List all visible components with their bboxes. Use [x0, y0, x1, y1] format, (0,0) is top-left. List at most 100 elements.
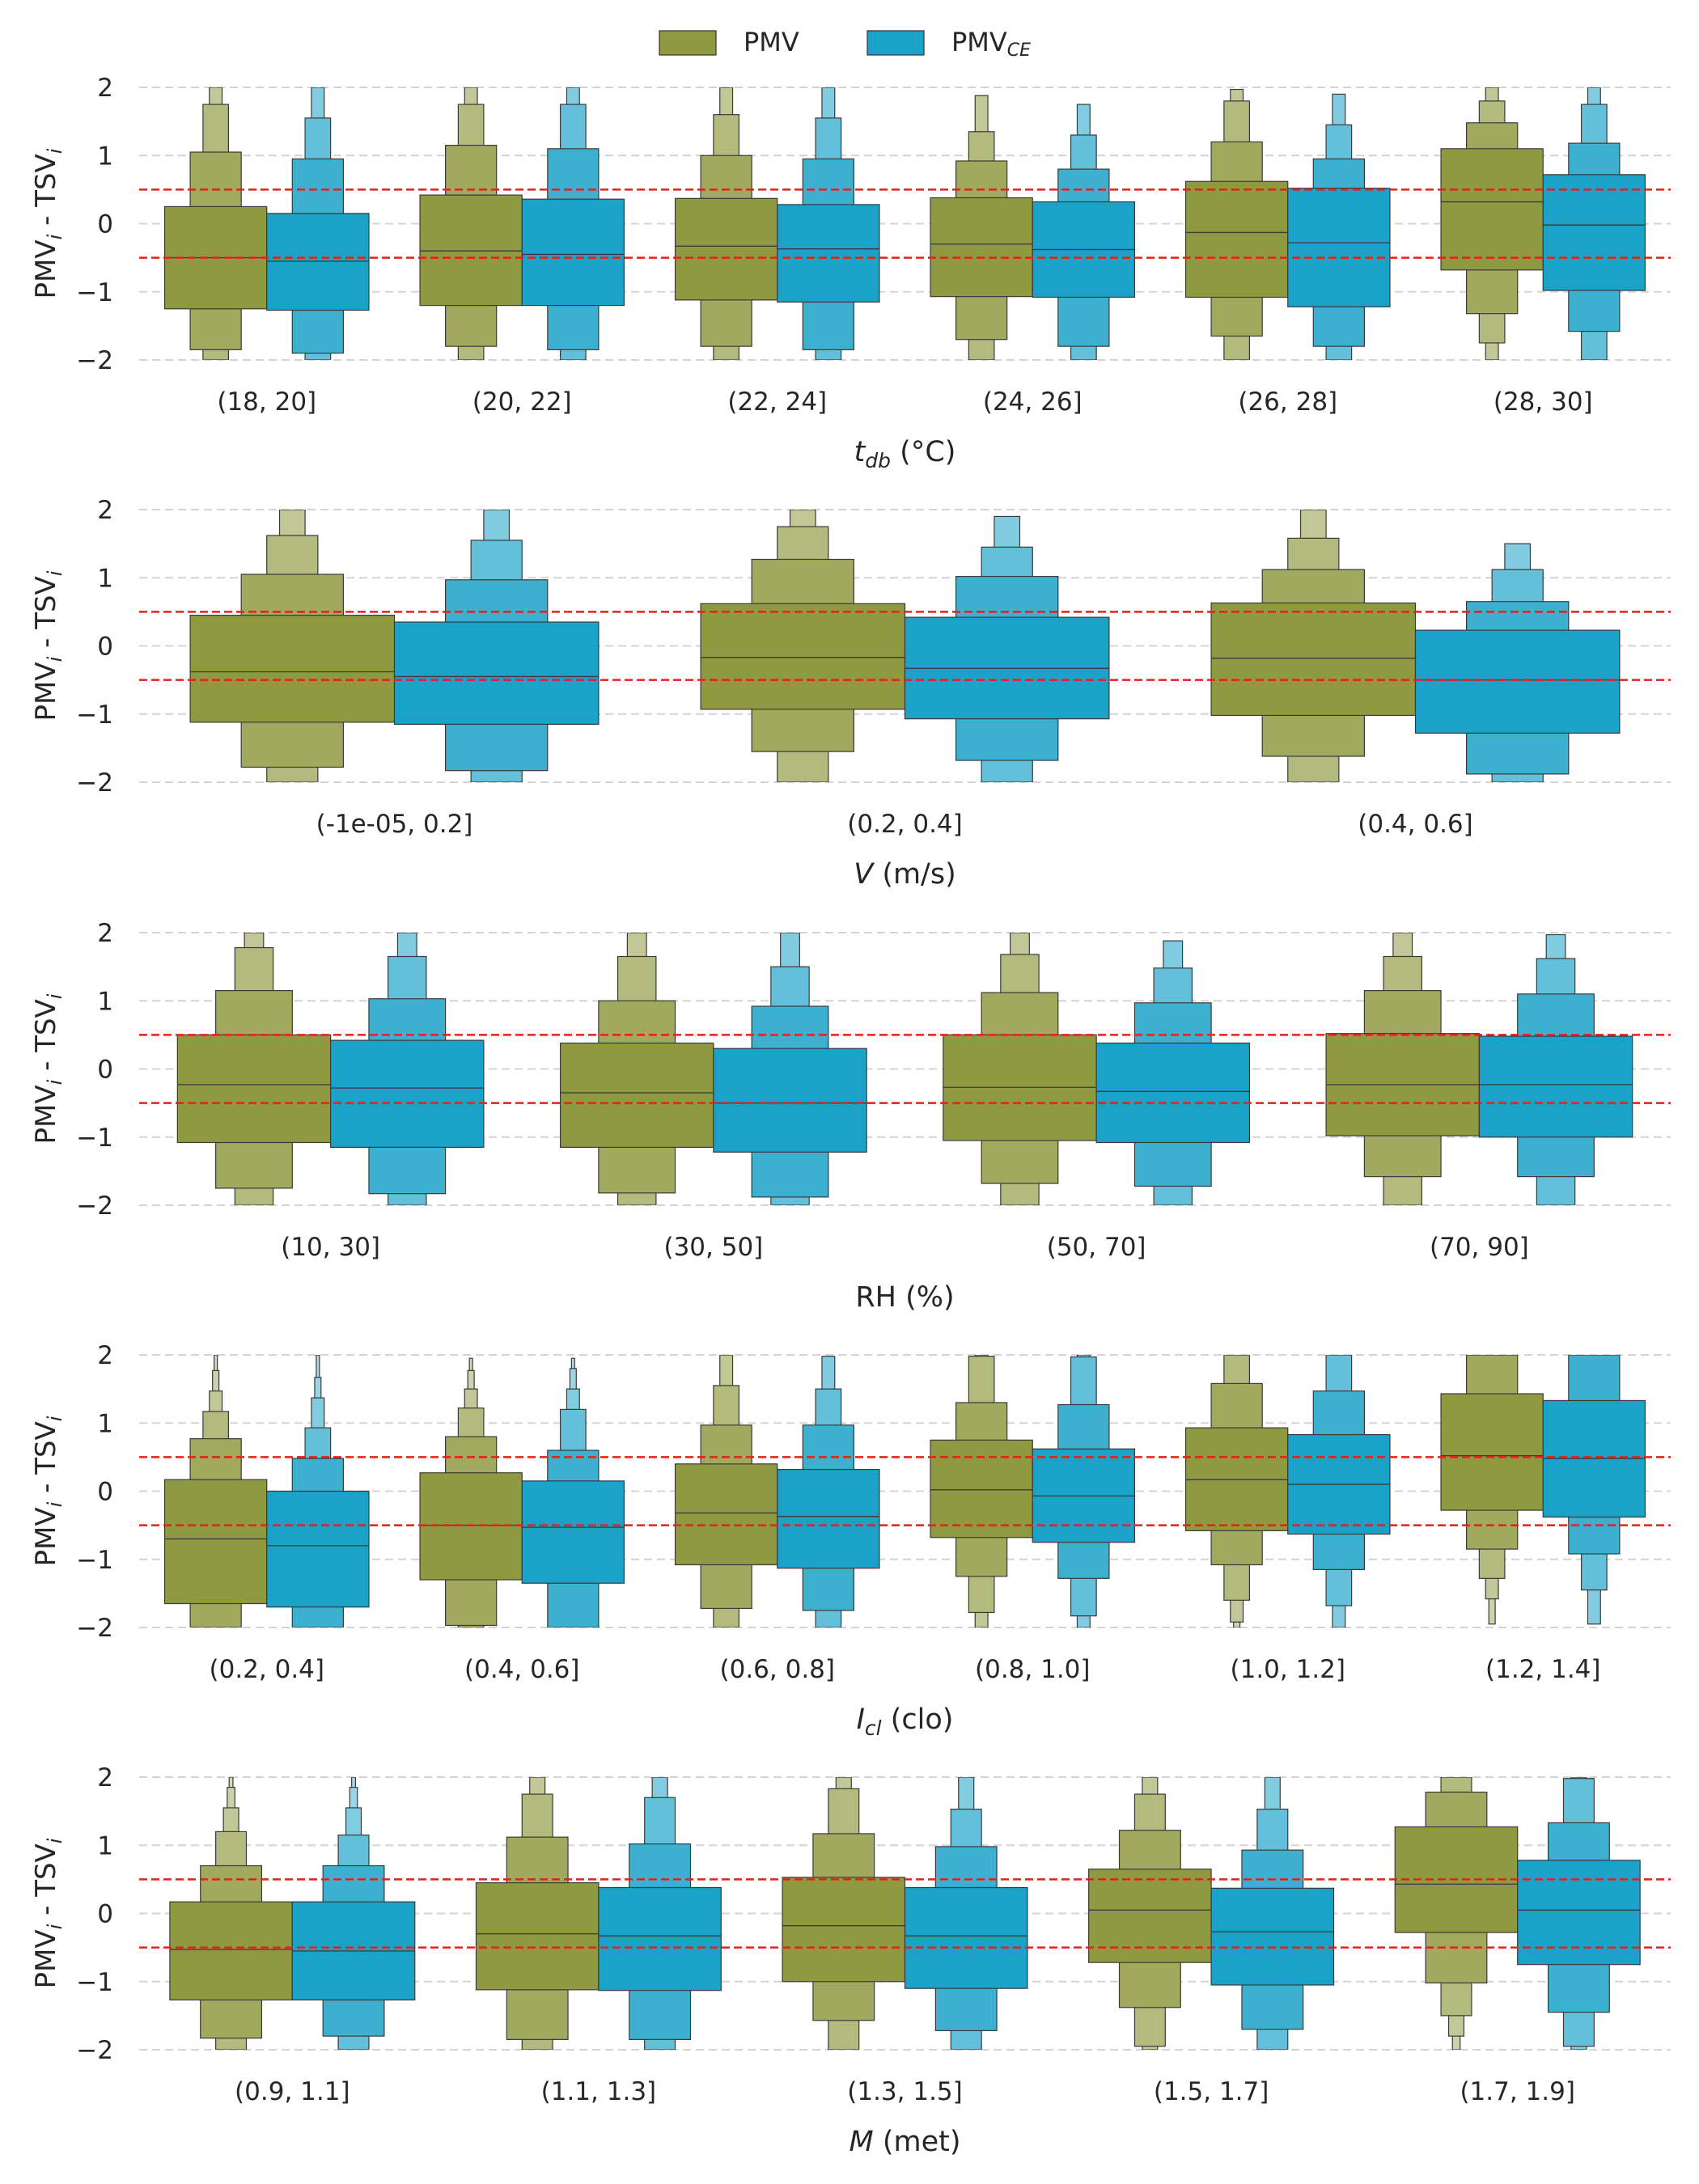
box-level-1 [674, 197, 778, 301]
box-pmv-1 [163, 1355, 268, 1627]
box-pmvce-3 [1414, 543, 1621, 782]
x-tick-labels: (-1e-05, 0.2] (0.2, 0.4] (0.4, 0.6] [316, 810, 1473, 839]
box-level-1 [330, 1039, 485, 1148]
y-tick-label: 0 [97, 1900, 113, 1929]
y-tick-label: 2 [97, 1763, 113, 1792]
box-pmvce-3 [904, 1777, 1028, 2050]
y-tick-label: 0 [97, 210, 113, 239]
y-tick-label: −1 [76, 278, 113, 307]
boxen-plots [163, 1355, 1646, 1627]
y-tick-label: −2 [76, 346, 113, 375]
x-tick-label: (1.7, 1.9] [1460, 2077, 1575, 2106]
y-tick-label: 1 [97, 987, 113, 1016]
y-tick-label: 1 [97, 1831, 113, 1860]
legend: PMV PMVCE [659, 27, 1031, 61]
box-pmvce-1 [393, 510, 600, 782]
box-pmv-5 [1394, 1777, 1519, 2050]
x-axis-label: tdb (°C) [854, 436, 956, 472]
box-level-1 [930, 1439, 1033, 1539]
x-tick-label: (10, 30] [281, 1233, 380, 1262]
boxen-plots [169, 1777, 1641, 2050]
box-pmvce-5 [1287, 1355, 1391, 1627]
box-level-1 [163, 1479, 268, 1605]
box-level-1 [419, 194, 523, 307]
boxen-plots [189, 510, 1621, 782]
box-level-1 [521, 198, 625, 307]
y-tick-labels: 2 1 0 −1 −2 [76, 1341, 113, 1643]
box-level-1 [700, 603, 906, 710]
legend-swatch-1 [866, 30, 925, 56]
box-pmv-1 [176, 933, 332, 1205]
x-tick-label: (0.4, 0.6] [1358, 810, 1473, 839]
x-axis-label: Icl (clo) [857, 1704, 954, 1740]
box-level-1 [559, 1042, 714, 1148]
y-axis-label: PMVi - TSVi [30, 1838, 66, 1988]
box-pmv-3 [674, 1355, 778, 1627]
y-tick-labels: 2 1 0 −1 −2 [76, 496, 113, 798]
box-level-1 [393, 621, 600, 725]
box-level-1 [777, 1468, 880, 1569]
box-pmv-1 [163, 87, 268, 360]
box-pmvce-6 [1542, 1355, 1646, 1625]
x-tick-label: (24, 26] [983, 387, 1083, 417]
box-level-1 [1287, 188, 1391, 307]
comfort-lines [139, 188, 1671, 259]
box-level-1 [674, 1463, 778, 1566]
box-level-1 [777, 204, 880, 303]
y-tick-label: 2 [97, 1341, 113, 1370]
x-tick-label: (1.0, 1.2] [1231, 1655, 1346, 1684]
y-axis-label: PMVi - TSVi [30, 993, 66, 1144]
x-tick-label: (0.4, 0.6] [464, 1655, 580, 1684]
x-tick-label: (26, 28] [1238, 387, 1337, 417]
y-axis-label: PMVi - TSVi [30, 1416, 66, 1566]
y-tick-label: 1 [97, 142, 113, 171]
y-tick-label: −1 [76, 1546, 113, 1575]
y-tick-label: 2 [97, 496, 113, 525]
legend-swatch-0 [659, 30, 717, 56]
y-tick-label: 0 [97, 1056, 113, 1085]
boxen-plots [163, 87, 1646, 360]
box-pmv-1 [169, 1777, 293, 2050]
comfort-lines [139, 1034, 1671, 1104]
y-tick-label: −1 [76, 700, 113, 730]
comfort-lines [139, 611, 1671, 681]
y-axis-label: PMVi - TSVi [30, 148, 66, 298]
box-level-1 [189, 614, 396, 723]
x-tick-label: (0.8, 1.0] [975, 1655, 1091, 1684]
box-level-1 [1440, 148, 1544, 271]
y-tick-label: −1 [76, 1124, 113, 1153]
box-pmv-2 [559, 933, 714, 1205]
y-tick-label: 2 [97, 919, 113, 948]
box-level-1 [598, 1886, 722, 1991]
box-pmvce-1 [266, 87, 370, 360]
box-pmv-3 [674, 87, 778, 360]
x-tick-label: (-1e-05, 0.2] [316, 810, 473, 839]
box-level-1 [1414, 629, 1621, 734]
box-level-1 [904, 1886, 1028, 1989]
grid-lines [139, 1354, 1671, 1628]
legend-label-1: PMVCE [951, 27, 1031, 61]
box-pmv-6 [1440, 1355, 1544, 1625]
y-tick-label: 1 [97, 564, 113, 593]
box-pmv-2 [419, 1357, 523, 1627]
box-pmv-6 [1440, 87, 1544, 360]
box-level-1 [266, 1490, 370, 1608]
box-pmvce-1 [291, 1777, 416, 2050]
box-pmv-4 [930, 1355, 1033, 1627]
box-level-1 [713, 1048, 867, 1153]
y-tick-labels: 2 1 0 −1 −2 [76, 74, 113, 375]
x-tick-label: (70, 90] [1430, 1233, 1529, 1262]
box-level-1 [1088, 1869, 1212, 1963]
box-level-1 [1095, 1042, 1251, 1144]
box-level-1 [1184, 180, 1289, 298]
boxen-plots [176, 933, 1633, 1205]
x-tick-label: (1.1, 1.3] [541, 2077, 657, 2106]
box-pmv-5 [1184, 88, 1289, 360]
x-axis-label: RH (%) [855, 1281, 954, 1314]
legend-label-0: PMV [744, 27, 799, 57]
box-pmvce-2 [521, 87, 625, 360]
x-tick-label: (1.2, 1.4] [1485, 1655, 1601, 1684]
y-tick-labels: 2 1 0 −1 −2 [76, 1763, 113, 2065]
